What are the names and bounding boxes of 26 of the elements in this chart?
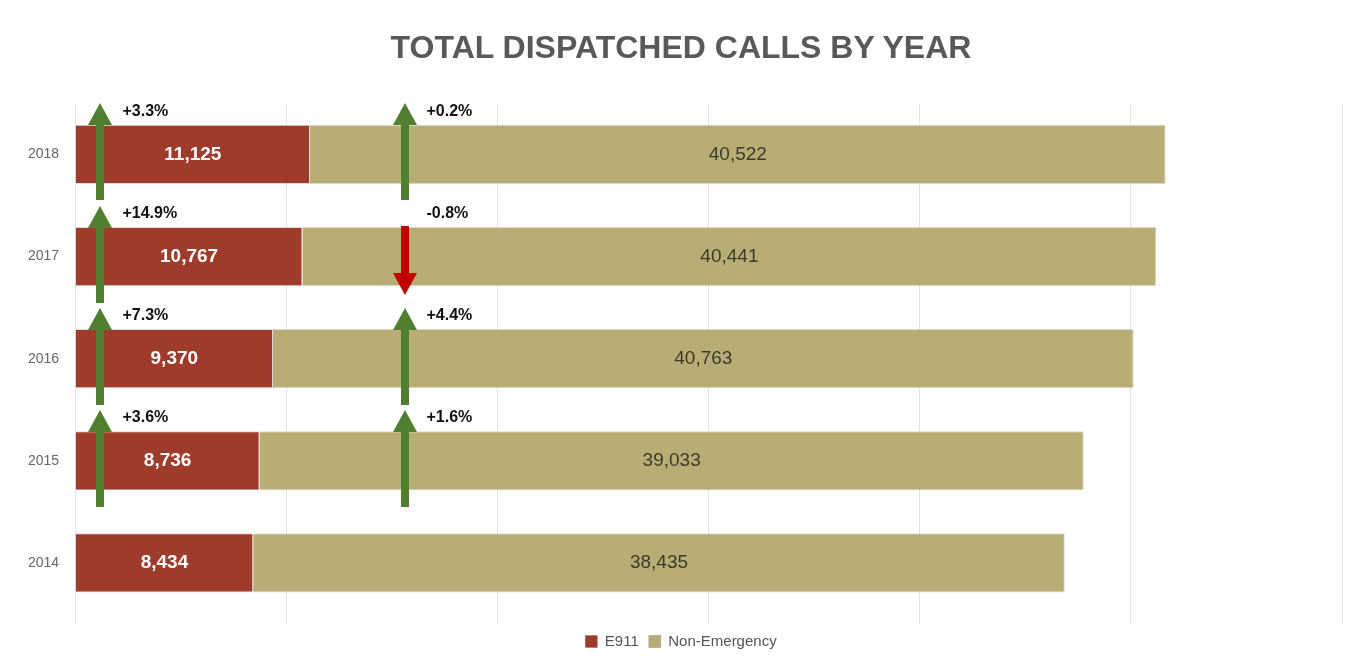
legend-label: Non-Emergency [668,631,778,649]
annotation: +0.2% [426,101,473,119]
annotation: +7.3% [122,306,169,324]
y-tick-label: 2018 [27,145,60,162]
data-label: 38,435 [629,551,689,573]
annotation: +3.6% [122,408,169,426]
data-label: 10,767 [160,244,219,266]
legend-label: E911 [604,631,639,649]
data-label: 40,441 [700,244,759,266]
y-tick-label: 2014 [27,553,60,570]
data-label: 39,033 [642,449,701,471]
data-label: 40,522 [708,142,767,164]
annotation: +4.4% [426,306,473,324]
annotation: +1.6% [426,408,473,426]
data-label: 40,763 [674,346,733,368]
annotation: +14.9% [122,204,178,222]
y-tick-label: 2016 [27,349,60,366]
data-label: 11,125 [164,142,222,164]
data-label: 8,736 [143,449,192,471]
y-tick-label: 2017 [27,247,60,264]
annotation: +3.3% [122,101,169,119]
y-tick-label: 2015 [27,451,60,468]
chart-title: TOTAL DISPATCHED CALLS BY YEAR [390,29,972,66]
data-label: 8,434 [140,551,189,573]
annotation: -0.8% [426,204,469,222]
data-label: 9,370 [150,346,199,368]
